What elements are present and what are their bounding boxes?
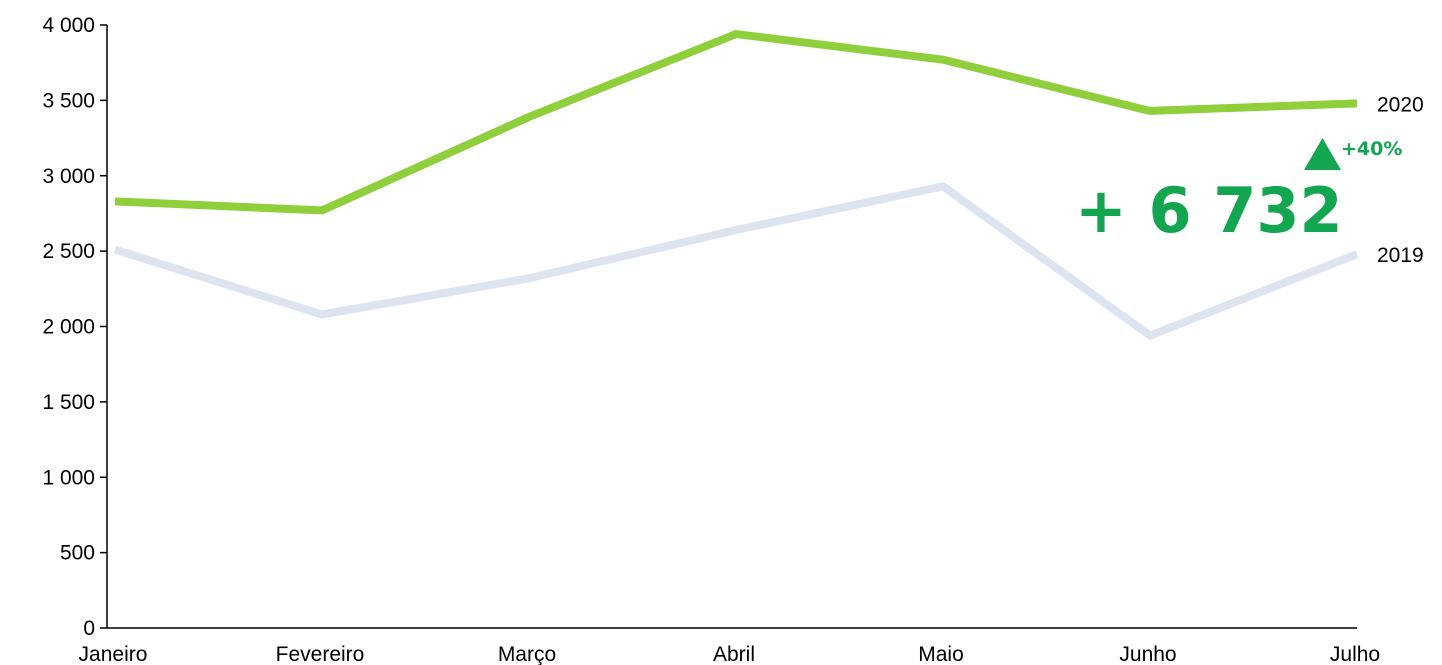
x-tick-label: Janeiro [79, 643, 148, 665]
y-tick-label: 1 000 [42, 466, 95, 489]
y-axis: 0 500 1 000 1 500 2 000 2 500 3 000 3 500 4 000 [42, 14, 108, 640]
series-line-2020 [114, 30, 1358, 215]
total-delta-annotation: + 6 732 [1075, 174, 1343, 247]
y-tick-label: 2 000 [42, 316, 95, 339]
y-tick-label: 1 500 [42, 391, 95, 414]
y-tick-label: 0 [83, 617, 95, 640]
series-label-2020: 2020 [1377, 93, 1424, 116]
x-tick-label: Maio [918, 643, 964, 665]
percent-delta-annotation: +40% [1341, 138, 1402, 160]
series-label-2019: 2019 [1377, 244, 1424, 267]
series-layer: 2019 2020 [113, 30, 1424, 340]
x-axis: Janeiro Fevereiro Março Abril Maio Junho Julho [79, 627, 1380, 665]
x-tick-label: Fevereiro [276, 643, 365, 665]
x-tick-label: Junho [1119, 643, 1176, 665]
y-tick-label: 3 500 [42, 89, 95, 112]
series-line-2019 [113, 182, 1359, 340]
x-tick-label: Julho [1330, 643, 1380, 665]
y-tick-label: 3 000 [42, 165, 95, 188]
x-tick-label: Abril [713, 643, 755, 665]
y-tick-label: 500 [60, 542, 95, 565]
triangle-up-icon [1304, 138, 1341, 170]
x-tick-label: Março [498, 643, 556, 665]
y-tick-label: 2 500 [42, 240, 95, 263]
y-tick-label: 4 000 [42, 14, 95, 37]
annotation-layer: + 6 732 +40% [1075, 138, 1402, 247]
